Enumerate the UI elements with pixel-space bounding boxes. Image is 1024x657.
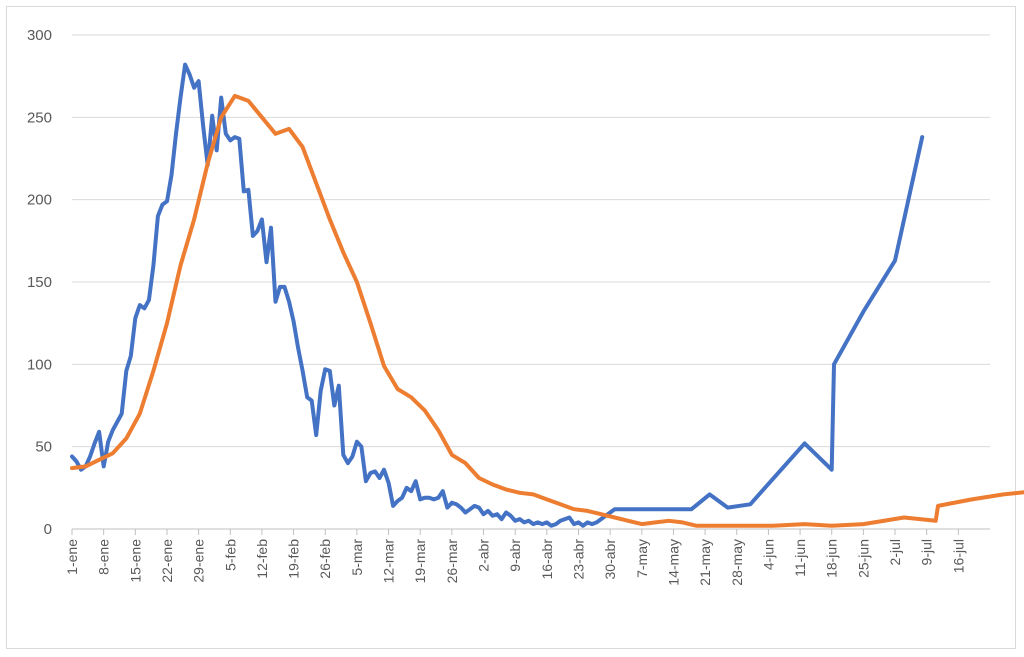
x-tick-label-9-jul: 9-jul xyxy=(919,539,935,565)
series-line-1 xyxy=(70,62,925,528)
x-tick-label-5-feb: 5-feb xyxy=(222,539,238,571)
y-tick-label-0: 0 xyxy=(44,521,52,538)
x-tick-label-2-jul: 2-jul xyxy=(887,539,903,565)
gridlines xyxy=(72,34,990,448)
x-tick-label-8-ene: 8-ene xyxy=(96,539,112,575)
x-tick-label-7-may: 7-may xyxy=(634,539,650,578)
x-tick-label-9-abr: 9-abr xyxy=(507,539,523,572)
y-tick-label-100: 100 xyxy=(27,356,52,373)
x-tick-label-19-feb: 19-feb xyxy=(286,539,302,579)
x-axis-tick-labels: 1-ene 8-ene 15-ene 22-ene 29-ene 5-feb 12-feb 1… xyxy=(64,539,966,586)
y-tick-label-250: 250 xyxy=(27,109,52,126)
x-tick-label-12-mar: 12-mar xyxy=(381,539,397,584)
x-tick-label-21-may: 21-may xyxy=(697,539,713,586)
x-tick-label-30-abr: 30-abr xyxy=(602,539,618,580)
x-tick-label-5-mar: 5-mar xyxy=(349,539,365,576)
series-line-2 xyxy=(70,93,1024,528)
series-group xyxy=(70,62,1024,528)
x-tick-label-16-jul: 16-jul xyxy=(950,539,966,573)
y-tick-label-150: 150 xyxy=(27,274,52,291)
x-tick-label-23-abr: 23-abr xyxy=(570,539,586,580)
x-tick-label-1-ene: 1-ene xyxy=(64,539,80,575)
x-axis xyxy=(71,528,990,535)
x-tick-label-18-jun: 18-jun xyxy=(824,539,840,578)
x-tick-label-22-ene: 22-ene xyxy=(159,539,175,583)
chart-frame xyxy=(6,6,1016,649)
y-tick-label-300: 300 xyxy=(27,27,52,44)
x-tick-label-4-jun: 4-jun xyxy=(760,539,776,570)
x-tick-label-25-jun: 25-jun xyxy=(855,539,871,578)
x-tick-label-16-abr: 16-abr xyxy=(539,539,555,580)
x-tick-label-12-feb: 12-feb xyxy=(254,539,270,579)
x-tick-label-11-jun: 11-jun xyxy=(792,539,808,577)
x-tick-label-15-ene: 15-ene xyxy=(127,539,143,583)
x-tick-label-14-may: 14-may xyxy=(665,539,681,586)
x-tick-label-2-abr: 2-abr xyxy=(476,539,492,572)
y-axis-tick-labels: 0 50 100 150 200 250 300 xyxy=(27,27,52,538)
x-tick-label-28-may: 28-may xyxy=(729,539,745,586)
x-tick-label-29-ene: 29-ene xyxy=(191,539,207,583)
x-tick-label-19-mar: 19-mar xyxy=(412,539,428,584)
x-tick-label-26-feb: 26-feb xyxy=(317,539,333,579)
y-tick-label-50: 50 xyxy=(35,439,52,456)
y-tick-label-200: 200 xyxy=(27,192,52,209)
x-tick-label-26-mar: 26-mar xyxy=(444,539,460,584)
